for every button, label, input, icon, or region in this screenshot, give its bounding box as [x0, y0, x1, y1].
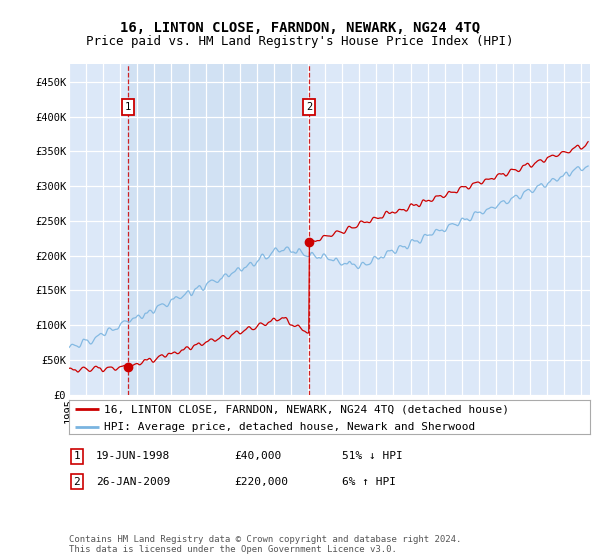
- Text: 1: 1: [125, 102, 131, 113]
- Text: HPI: Average price, detached house, Newark and Sherwood: HPI: Average price, detached house, Newa…: [104, 422, 476, 432]
- Text: 16, LINTON CLOSE, FARNDON, NEWARK, NG24 4TQ: 16, LINTON CLOSE, FARNDON, NEWARK, NG24 …: [120, 21, 480, 35]
- Text: £40,000: £40,000: [234, 451, 281, 461]
- Text: 51% ↓ HPI: 51% ↓ HPI: [342, 451, 403, 461]
- Text: 6% ↑ HPI: 6% ↑ HPI: [342, 477, 396, 487]
- Text: Contains HM Land Registry data © Crown copyright and database right 2024.
This d: Contains HM Land Registry data © Crown c…: [69, 535, 461, 554]
- Text: 2: 2: [73, 477, 80, 487]
- Text: Price paid vs. HM Land Registry's House Price Index (HPI): Price paid vs. HM Land Registry's House …: [86, 35, 514, 48]
- Text: 26-JAN-2009: 26-JAN-2009: [96, 477, 170, 487]
- Text: 1: 1: [73, 451, 80, 461]
- Bar: [128, 64, 309, 395]
- Text: 16, LINTON CLOSE, FARNDON, NEWARK, NG24 4TQ (detached house): 16, LINTON CLOSE, FARNDON, NEWARK, NG24 …: [104, 404, 509, 414]
- Text: 2: 2: [306, 102, 313, 113]
- Text: £220,000: £220,000: [234, 477, 288, 487]
- Text: 19-JUN-1998: 19-JUN-1998: [96, 451, 170, 461]
